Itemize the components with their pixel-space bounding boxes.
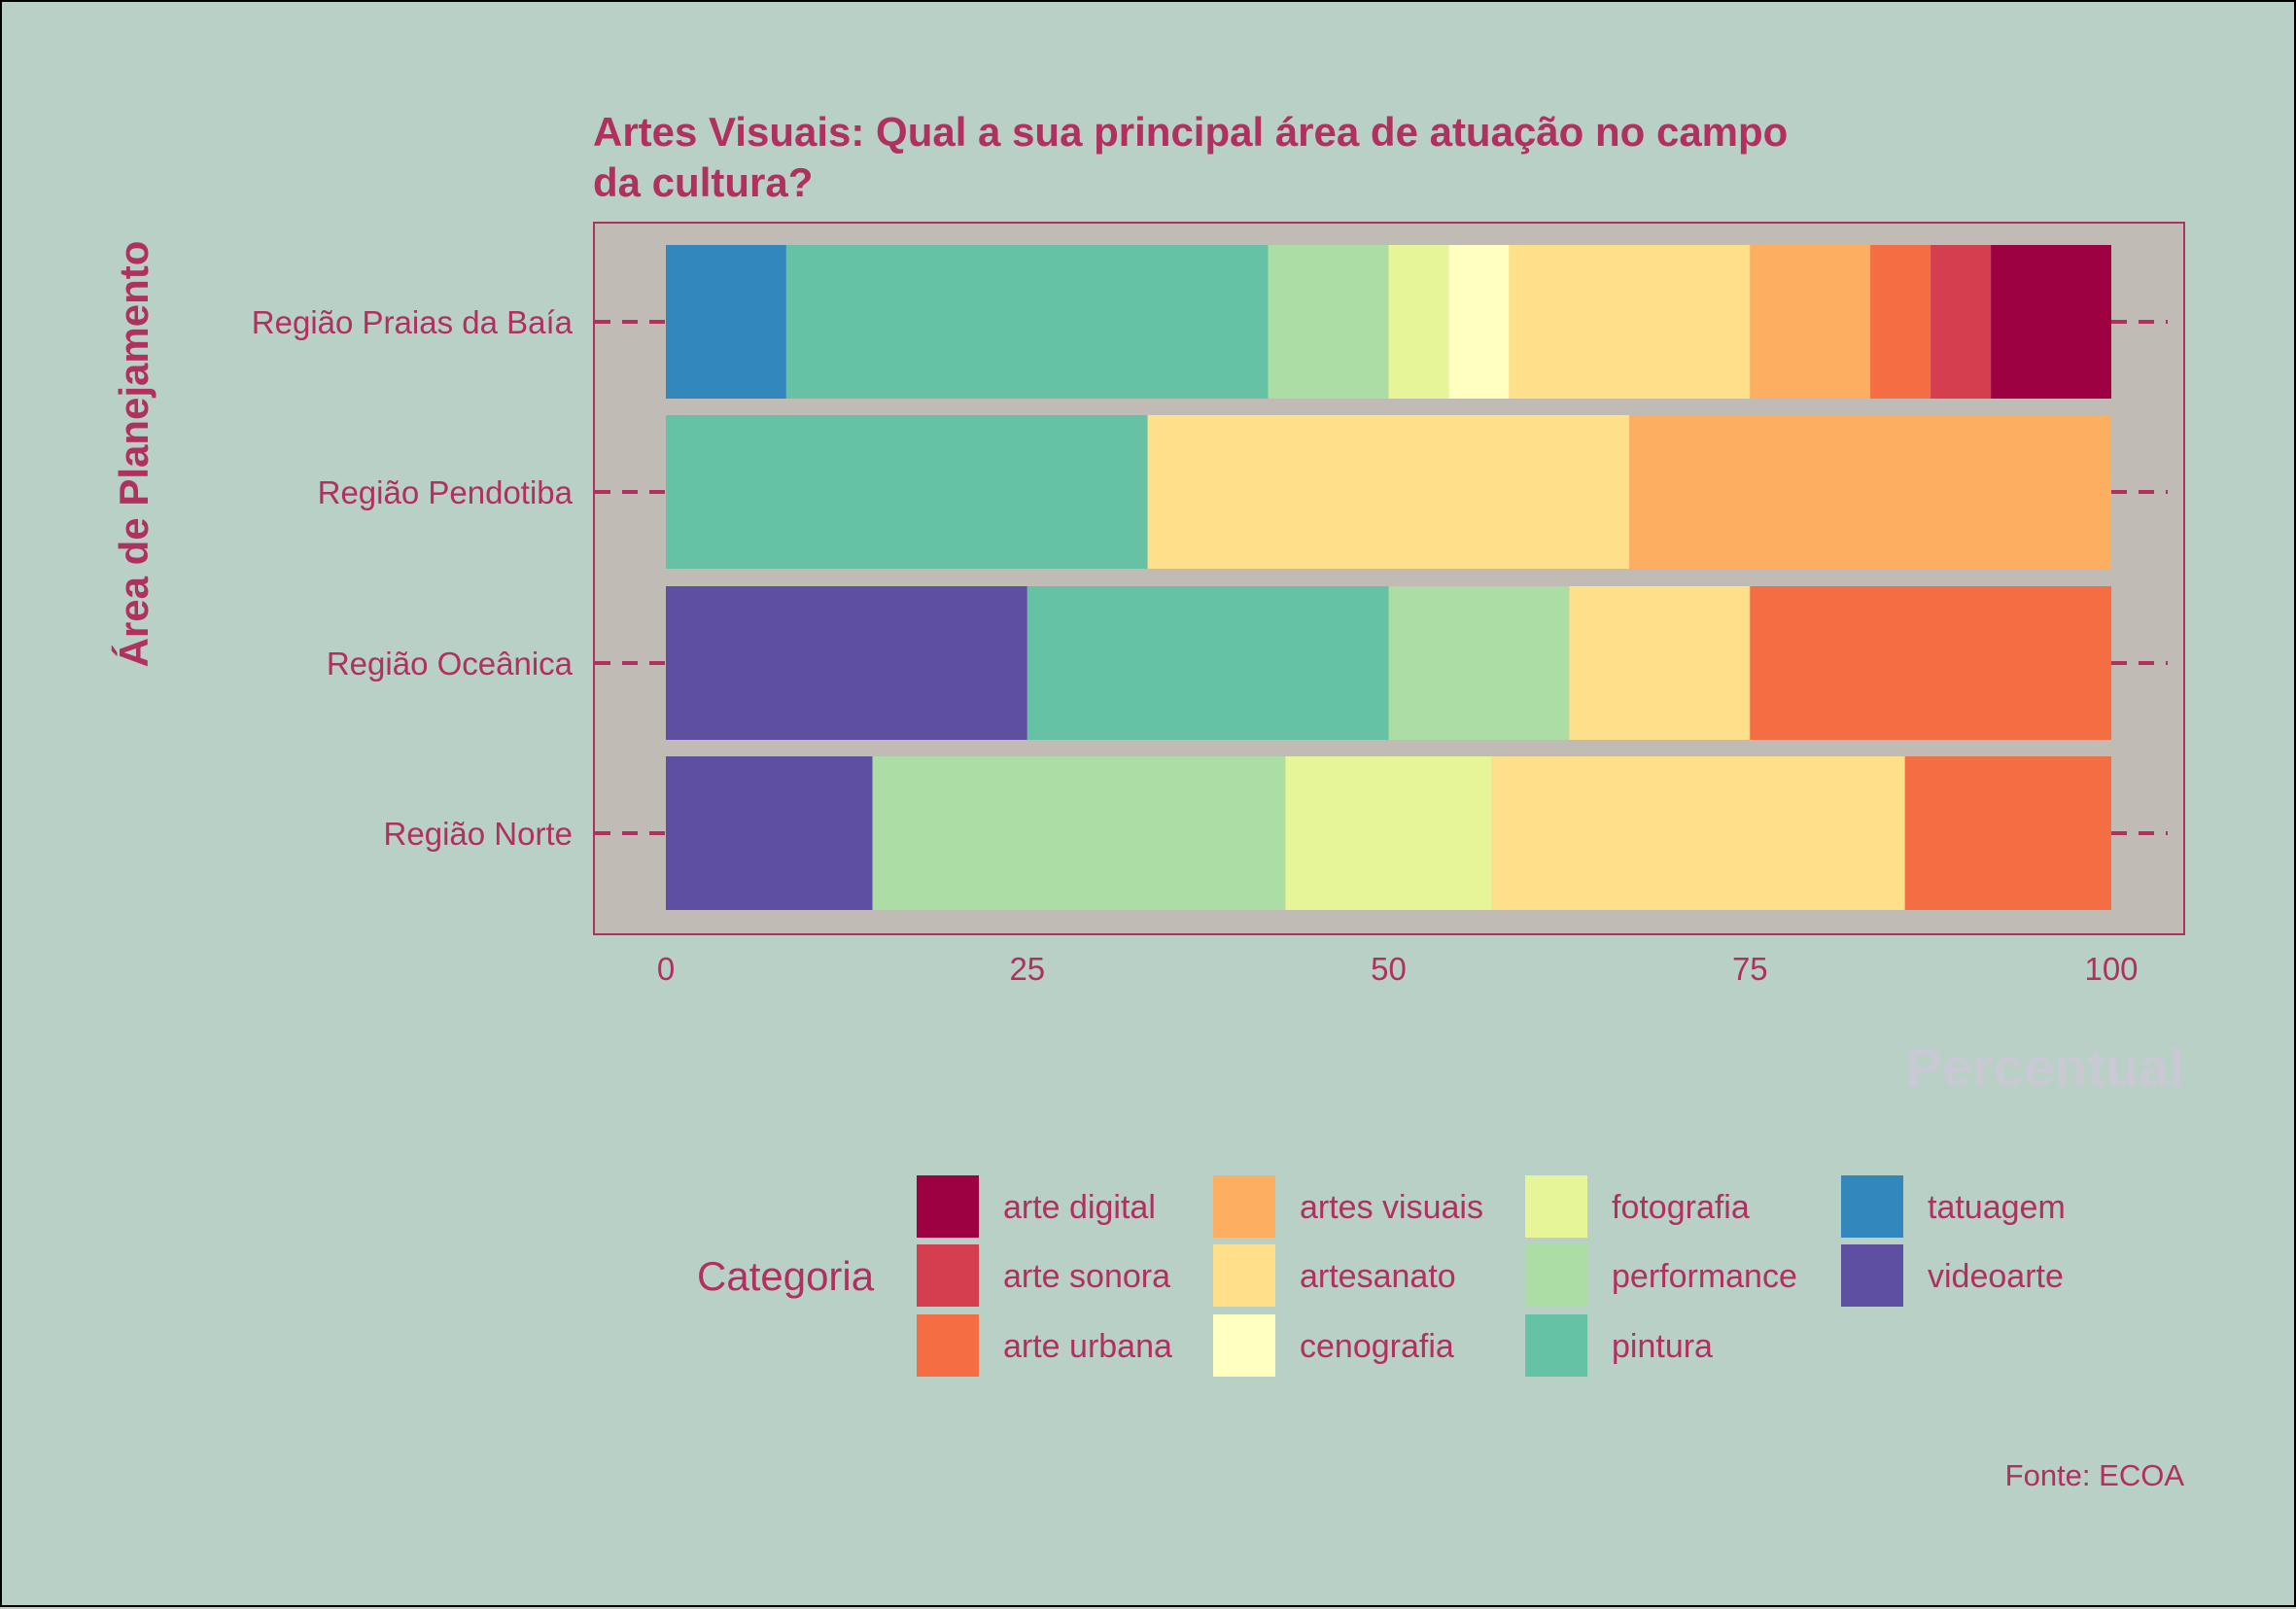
legend-key-pintura <box>1525 1314 1587 1377</box>
legend-label: pintura <box>1612 1328 1713 1365</box>
y-tick-label: Região Pendotiba <box>318 474 574 510</box>
legend-key-performance <box>1525 1244 1587 1307</box>
legend-key-cenografia <box>1213 1314 1275 1377</box>
bar-segment-artesanato <box>1147 415 1630 569</box>
legend-key-videoarte <box>1841 1244 1903 1307</box>
bar-segment-performance <box>1268 245 1389 399</box>
legend-label: videoarte <box>1928 1258 2064 1295</box>
legend-label: arte sonora <box>1003 1258 1170 1295</box>
legend-label: artesanato <box>1300 1258 1456 1295</box>
bars-group <box>666 245 2112 910</box>
bar-segment-pintura <box>666 415 1148 569</box>
y-tick-label: Região Norte <box>384 816 573 852</box>
legend-key-arte-urbana <box>917 1314 979 1377</box>
legend-label: tatuagem <box>1928 1189 2066 1226</box>
legend-key-artesanato <box>1213 1244 1275 1307</box>
bar-segment-performance <box>1388 586 1570 740</box>
x-tick-label: 75 <box>1732 951 1768 987</box>
x-tick-label: 50 <box>1371 951 1407 987</box>
bar-segment-artes-visuais <box>1750 245 1871 399</box>
y-tick-label: Região Praias da Baía <box>252 304 574 340</box>
legend-key-arte-sonora <box>917 1244 979 1307</box>
legend-label: artes visuais <box>1300 1189 1483 1226</box>
bar-segment-performance <box>872 756 1286 910</box>
bar-segment-pintura <box>785 245 1269 399</box>
bar-segment-pintura <box>1026 586 1389 740</box>
y-tick-label: Região Oceânica <box>327 646 574 682</box>
bar-segment-fotografia <box>1388 245 1449 399</box>
bar-segment-artesanato <box>1509 245 1751 399</box>
bar-segment-tatuagem <box>666 245 786 399</box>
legend-key-tatuagem <box>1841 1175 1903 1238</box>
legend-label: cenografia <box>1300 1328 1454 1365</box>
legend-label: arte digital <box>1003 1189 1156 1226</box>
bar-segment-videoarte <box>666 756 873 910</box>
legend-label: fotografia <box>1612 1189 1750 1226</box>
bar-segment-arte-urbana <box>1870 245 1931 399</box>
bar-segment-artesanato <box>1491 756 1905 910</box>
legend: arte digital arte sonora arte urbana artes … <box>917 1175 2066 1377</box>
bar-segment-fotografia <box>1285 756 1492 910</box>
bar-segment-arte-sonora <box>1931 245 1992 399</box>
x-axis-title: Percentual <box>1906 1036 2184 1098</box>
legend-key-artes-visuais <box>1213 1175 1275 1238</box>
bar-segment-arte-urbana <box>1904 756 2111 910</box>
legend-label: arte urbana <box>1003 1328 1172 1365</box>
chart-title-line-1: Artes Visuais: Qual a sua principal área… <box>593 109 1788 155</box>
legend-title: Categoria <box>697 1253 875 1299</box>
x-tick-label: 25 <box>1009 951 1045 987</box>
legend-label: performance <box>1612 1258 1797 1295</box>
caption: Fonte: ECOA <box>2005 1458 2185 1492</box>
y-axis: Região Praias da Baía Região Pendotiba Reg… <box>252 304 2168 852</box>
bar-segment-artesanato <box>1569 586 1751 740</box>
bar-segment-arte-urbana <box>1750 586 2112 740</box>
x-axis: 0 25 50 75 100 <box>657 951 2139 987</box>
bar-segment-artes-visuais <box>1629 415 2111 569</box>
legend-key-arte-digital <box>917 1175 979 1238</box>
legend-key-fotografia <box>1525 1175 1587 1238</box>
bar-segment-videoarte <box>666 586 1027 740</box>
chart-title-line-2: da cultura? <box>593 159 813 205</box>
y-axis-title: Área de Planejamento <box>111 241 157 668</box>
x-tick-label: 100 <box>2084 951 2138 987</box>
x-tick-label: 0 <box>657 951 675 987</box>
bar-segment-arte-digital <box>1991 245 2111 399</box>
bar-segment-cenografia <box>1448 245 1510 399</box>
